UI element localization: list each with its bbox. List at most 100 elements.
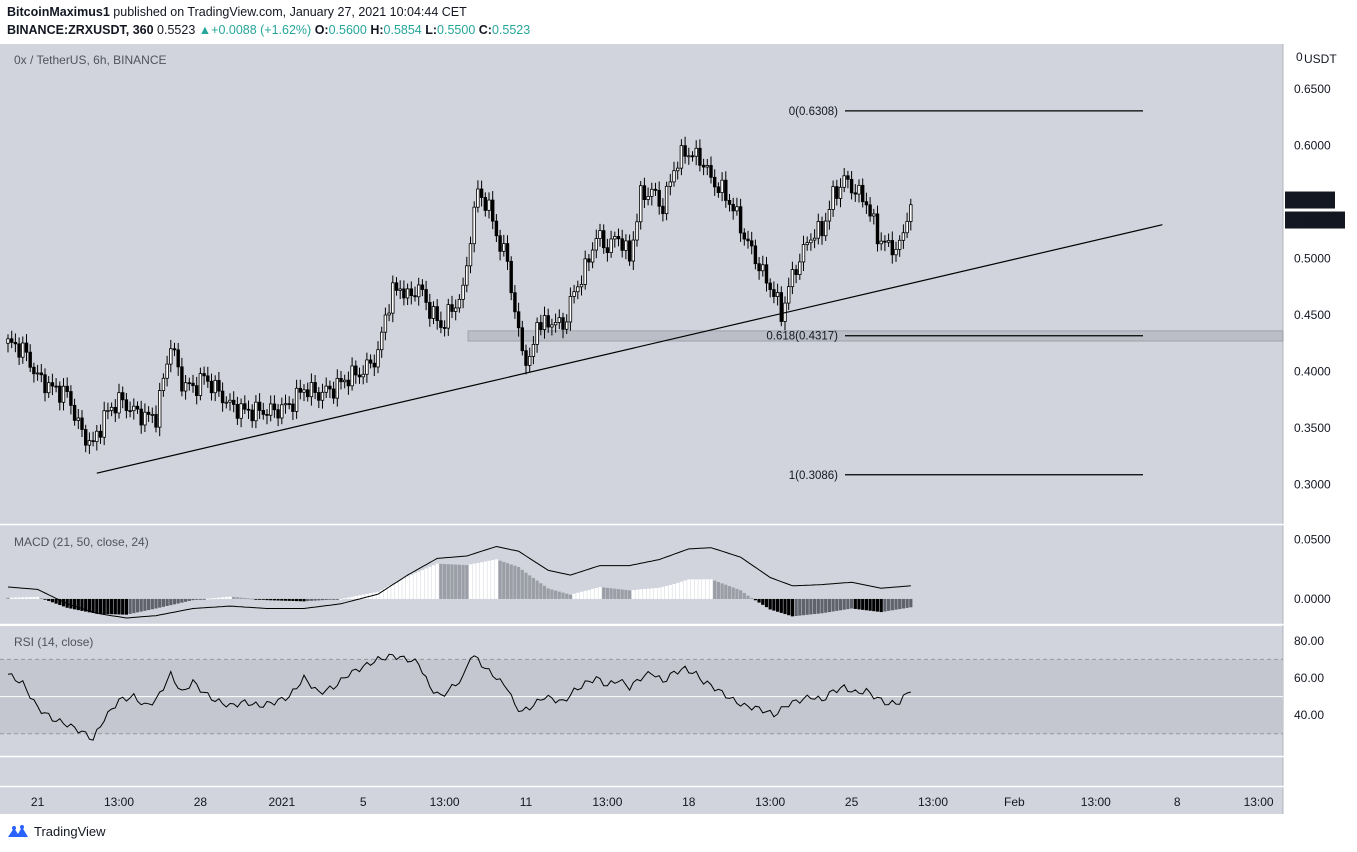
candle[interactable] [531, 336, 536, 365]
candle[interactable] [235, 396, 240, 425]
candle[interactable] [435, 299, 439, 330]
candle[interactable] [228, 393, 232, 411]
candle[interactable] [657, 181, 661, 215]
candle[interactable] [342, 374, 347, 389]
candle[interactable] [402, 280, 406, 306]
candle[interactable] [616, 228, 621, 247]
candle[interactable] [54, 378, 58, 393]
candle[interactable] [872, 208, 876, 225]
candle[interactable] [650, 182, 654, 206]
candle[interactable] [676, 161, 680, 180]
candle[interactable] [294, 379, 299, 419]
candle[interactable] [687, 147, 691, 165]
candle[interactable] [875, 205, 880, 252]
candle[interactable] [898, 235, 902, 257]
candle[interactable] [490, 191, 495, 230]
candle[interactable] [727, 193, 732, 212]
candle[interactable] [287, 396, 291, 410]
candle[interactable] [701, 158, 706, 176]
candle[interactable] [609, 230, 613, 258]
candle[interactable] [61, 378, 66, 411]
candle[interactable] [535, 317, 539, 353]
candle[interactable] [80, 410, 84, 437]
candle[interactable] [886, 233, 891, 247]
candle[interactable] [272, 395, 277, 418]
candle[interactable] [117, 383, 121, 419]
candle[interactable] [816, 213, 820, 245]
candle[interactable] [775, 283, 780, 306]
candle[interactable] [731, 197, 735, 220]
candle[interactable] [498, 229, 502, 261]
candle[interactable] [579, 275, 584, 296]
candle[interactable] [576, 280, 580, 300]
candle[interactable] [132, 398, 136, 420]
candle[interactable] [487, 192, 491, 219]
candle[interactable] [672, 161, 676, 187]
candle[interactable] [169, 339, 173, 373]
candle[interactable] [106, 402, 110, 420]
candle[interactable] [631, 231, 635, 270]
candle[interactable] [679, 139, 684, 176]
candle[interactable] [6, 334, 10, 353]
candle[interactable] [594, 229, 598, 259]
candle[interactable] [202, 366, 206, 385]
candle[interactable] [583, 250, 587, 290]
candle[interactable] [291, 398, 295, 421]
candle[interactable] [13, 333, 18, 353]
candle[interactable] [346, 371, 351, 395]
candle[interactable] [605, 238, 610, 262]
candle[interactable] [431, 301, 436, 325]
candle[interactable] [280, 397, 284, 425]
candle[interactable] [95, 425, 99, 451]
candle[interactable] [276, 403, 280, 427]
candle[interactable] [787, 277, 791, 311]
candle[interactable] [150, 407, 154, 424]
candle[interactable] [557, 309, 561, 330]
candle[interactable] [420, 279, 425, 297]
candle[interactable] [509, 256, 513, 301]
candle[interactable] [250, 404, 254, 428]
candle[interactable] [283, 394, 288, 414]
candle[interactable] [387, 304, 391, 322]
price-pane[interactable] [0, 44, 1283, 524]
candle[interactable] [298, 379, 302, 400]
candle[interactable] [779, 286, 783, 327]
candle[interactable] [309, 373, 314, 406]
candle[interactable] [324, 377, 328, 399]
candle[interactable] [84, 424, 88, 453]
candle[interactable] [28, 344, 32, 373]
candle[interactable] [21, 336, 25, 364]
candle[interactable] [135, 401, 140, 414]
candle[interactable] [180, 357, 184, 397]
candle[interactable] [709, 156, 713, 184]
candle[interactable] [439, 311, 443, 334]
candle[interactable] [724, 171, 728, 208]
candle[interactable] [853, 184, 857, 202]
candle[interactable] [257, 393, 262, 420]
candle[interactable] [198, 367, 203, 401]
candle[interactable] [635, 213, 639, 247]
candle[interactable] [146, 406, 151, 422]
candle[interactable] [361, 365, 365, 385]
candle[interactable] [191, 374, 195, 393]
candle[interactable] [261, 402, 265, 420]
candle[interactable] [590, 242, 595, 269]
candle[interactable] [305, 382, 310, 402]
candle[interactable] [561, 312, 565, 339]
candle[interactable] [664, 181, 669, 221]
candle[interactable] [98, 424, 103, 444]
candle[interactable] [231, 391, 236, 413]
macd-pane[interactable] [0, 525, 1283, 624]
candle[interactable] [716, 182, 721, 198]
candle[interactable] [750, 231, 754, 255]
candle[interactable] [50, 373, 55, 396]
candle[interactable] [450, 295, 454, 319]
candle[interactable] [69, 385, 73, 415]
candle[interactable] [613, 231, 617, 248]
candle[interactable] [642, 177, 647, 208]
candle[interactable] [457, 294, 462, 313]
candle[interactable] [468, 236, 473, 274]
candle[interactable] [331, 381, 336, 404]
candle[interactable] [694, 140, 698, 166]
candle[interactable] [113, 399, 117, 422]
